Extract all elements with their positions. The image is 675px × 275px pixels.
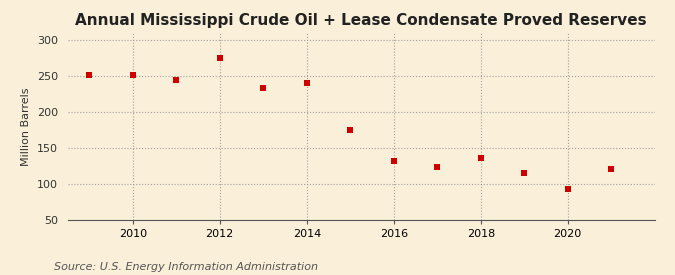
Point (345, 128, 356, 132)
Point (258, 86, 269, 90)
Point (215, 56, 225, 60)
Text: Source: U.S. Energy Information Administration: Source: U.S. Energy Information Administ… (54, 262, 318, 272)
Point (84, 73, 95, 77)
Point (301, 80, 312, 85)
Point (562, 187, 573, 191)
Point (388, 159, 399, 163)
Point (519, 170, 530, 175)
Point (432, 164, 443, 169)
Point (475, 156, 486, 160)
Point (606, 167, 617, 171)
Y-axis label: Million Barrels: Million Barrels (21, 87, 31, 166)
Title: Annual Mississippi Crude Oil + Lease Condensate Proved Reserves: Annual Mississippi Crude Oil + Lease Con… (76, 13, 647, 28)
Point (128, 73, 138, 77)
Point (171, 78, 182, 82)
